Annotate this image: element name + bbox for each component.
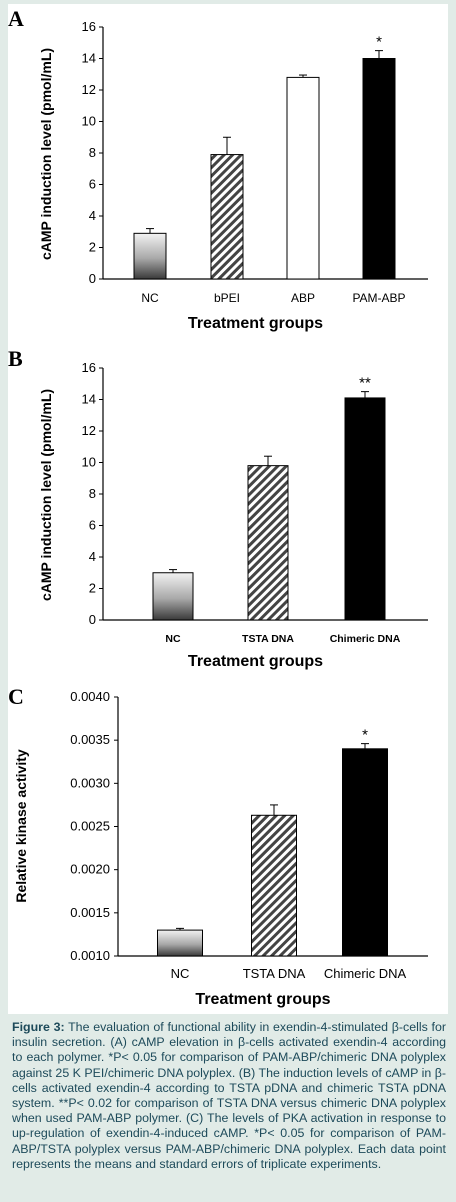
panel-b-x-axis-title: Treatment groups — [188, 653, 323, 670]
panel-c-bar — [342, 748, 388, 957]
panel-c-y-tick-label: 0.0020 — [70, 862, 110, 877]
panel-b-bar — [152, 572, 194, 621]
panel-c-significance-mark: * — [362, 727, 368, 744]
panel-a-y-axis-title: cAMP induction level (pmol/mL) — [38, 48, 54, 260]
panel-a-x-axis-title: Treatment groups — [188, 315, 323, 332]
panel-a-bar — [210, 154, 244, 280]
panel-a-significance-mark: * — [376, 34, 382, 51]
figure-panels: A 0 2 4 6 8 10 12 14 16 NC bPEI ABP * PAM-ABP Treatment… — [8, 4, 448, 1014]
panel-a-category-label: bPEI — [214, 291, 240, 305]
panel-b-category-label: NC — [165, 633, 181, 645]
panel-b-y-tick-label: 10 — [82, 455, 96, 470]
panel-b-y-tick-label: 8 — [89, 486, 96, 501]
bar-charts-svg: A 0 2 4 6 8 10 12 14 16 NC bPEI ABP * PAM-ABP Treatment… — [8, 6, 428, 1008]
panel-c-category-label: NC — [171, 966, 190, 981]
panel-a-letter: A — [8, 6, 24, 31]
panel-c-y-tick-label: 0.0010 — [70, 948, 110, 963]
panel-a-y-tick-label: 8 — [89, 145, 96, 160]
panel-a-bar — [286, 76, 320, 280]
panel-c-y-tick-label: 0.0035 — [70, 732, 110, 747]
panel-b-y-axis-title: cAMP induction level (pmol/mL) — [38, 389, 54, 601]
caption-lead: Figure 3: — [12, 1020, 65, 1034]
panel-c-y-tick-label: 0.0040 — [70, 689, 110, 704]
panel-a-y-tick-label: 2 — [89, 240, 96, 255]
panel-b-letter: B — [8, 346, 23, 371]
panel-c-x-axis-title: Treatment groups — [195, 991, 330, 1008]
panel-b-y-tick-label: 4 — [89, 549, 96, 564]
panel-c-category-label: TSTA DNA — [243, 966, 306, 981]
panel-b-y-tick-label: 0 — [89, 612, 96, 627]
panel-a-y-tick-label: 14 — [82, 51, 96, 66]
panel-b-y-tick-label: 16 — [82, 360, 96, 375]
panel-b-bar — [344, 397, 386, 621]
panel-b-y-tick-label: 2 — [89, 581, 96, 596]
panel-b-y-tick-label: 14 — [82, 392, 96, 407]
panel-c-y-tick-label: 0.0025 — [70, 819, 110, 834]
panel-b-significance-mark: ** — [359, 375, 371, 392]
panel-a-y-tick-label: 16 — [82, 19, 96, 34]
panel-b-category-label: Chimeric DNA — [330, 633, 401, 645]
panel-a-y-tick-label: 10 — [82, 114, 96, 129]
panel-b-bar — [247, 465, 289, 621]
panel-c-category-label: Chimeric DNA — [324, 966, 407, 981]
panel-a-y-tick-label: 6 — [89, 177, 96, 192]
panel-b-y-tick-label: 6 — [89, 518, 96, 533]
caption-text: The evaluation of functional ability in … — [12, 1020, 446, 1171]
panel-c-y-tick-label: 0.0015 — [70, 905, 110, 920]
panel-a-y-tick-label: 12 — [82, 82, 96, 97]
panel-c-letter: C — [8, 684, 24, 709]
panel-a-bar — [362, 58, 396, 280]
panel-a-y-tick-label: 0 — [89, 271, 96, 286]
panel-a-y-tick-label: 4 — [89, 208, 96, 223]
figure-caption: Figure 3: The evaluation of functional a… — [12, 1020, 446, 1172]
panel-a-category-label: PAM-ABP — [352, 291, 405, 305]
panel-c-bar — [251, 814, 297, 957]
panel-b-category-label: TSTA DNA — [242, 633, 294, 645]
panel-c-y-tick-label: 0.0030 — [70, 775, 110, 790]
panel-b-y-tick-label: 12 — [82, 423, 96, 438]
panel-c-y-axis-title: Relative kinase activity — [13, 749, 29, 903]
panel-a-bar — [133, 232, 167, 280]
panel-c-bar — [157, 929, 203, 957]
panel-a-category-label: ABP — [291, 291, 315, 305]
panel-a-category-label: NC — [141, 291, 159, 305]
